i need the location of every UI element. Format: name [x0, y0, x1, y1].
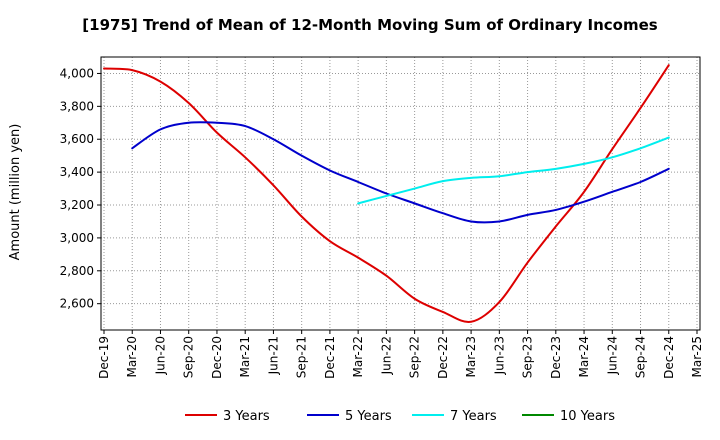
x-tick-label-Jun-24: Jun-24 [605, 336, 619, 375]
x-tick-label-Dec-20: Dec-20 [210, 336, 224, 379]
x-tick-label-Dec-22: Dec-22 [436, 336, 450, 379]
x-tick-label-Mar-25: Mar-25 [690, 336, 704, 377]
chart-title: [1975] Trend of Mean of 12-Month Moving … [82, 16, 657, 34]
series-line-7-years [357, 136, 670, 205]
x-tick-label-Dec-23: Dec-23 [549, 336, 563, 379]
series-lines [103, 64, 670, 323]
x-tick-label-Sep-22: Sep-22 [408, 336, 422, 378]
legend: 3 Years 5 Years 7 Years 10 Years [185, 409, 615, 424]
series-line-5-years [131, 121, 670, 224]
y-tick-label-3200: 3,200 [60, 198, 94, 212]
x-tick-label-Sep-21: Sep-21 [295, 336, 309, 378]
y-axis-label: Amount (million yen) [8, 124, 23, 261]
x-tick-label-Mar-21: Mar-21 [238, 336, 252, 377]
x-tick-label-Jun-20: Jun-20 [153, 336, 167, 375]
x-tick-label-Sep-23: Sep-23 [521, 336, 535, 378]
x-tick-label-Sep-24: Sep-24 [634, 336, 648, 378]
x-tick-label-Mar-22: Mar-22 [351, 336, 365, 377]
x-tick-label-Mar-23: Mar-23 [464, 336, 478, 377]
x-axis-ticks: Dec-19 Mar-20 Jun-20 Sep-20 Dec-20 Mar-21 Jun-… [97, 330, 704, 379]
x-tick-label-Dec-21: Dec-21 [323, 336, 337, 379]
y-tick-label-4000: 4,000 [60, 66, 94, 80]
y-tick-label-3400: 3,400 [60, 165, 94, 179]
x-tick-label-Dec-19: Dec-19 [97, 336, 111, 379]
legend-label-3-years: 3 Years [223, 409, 270, 424]
x-tick-label-Sep-20: Sep-20 [182, 336, 196, 378]
y-axis-ticks: 2,600 2,800 3,000 3,200 3,400 3,600 3,800 4,000 [60, 66, 101, 311]
y-tick-label-3000: 3,000 [60, 231, 94, 245]
y-tick-label-3800: 3,800 [60, 99, 94, 113]
plot-frame [100, 56, 701, 331]
x-tick-label-Dec-24: Dec-24 [662, 336, 676, 379]
x-tick-label-Mar-20: Mar-20 [125, 336, 139, 377]
y-tick-label-2600: 2,600 [60, 297, 94, 311]
y-tick-label-2800: 2,800 [60, 264, 94, 278]
series-line-3-years [103, 64, 670, 323]
legend-label-5-years: 5 Years [345, 409, 392, 424]
x-tick-label-Jun-22: Jun-22 [379, 336, 393, 375]
x-tick-label-Jun-21: Jun-21 [266, 336, 280, 375]
legend-label-10-years: 10 Years [560, 409, 615, 424]
x-tick-label-Mar-24: Mar-24 [577, 336, 591, 377]
x-tick-label-Jun-23: Jun-23 [492, 336, 506, 375]
y-tick-label-3600: 3,600 [60, 132, 94, 146]
legend-label-7-years: 7 Years [450, 409, 497, 424]
